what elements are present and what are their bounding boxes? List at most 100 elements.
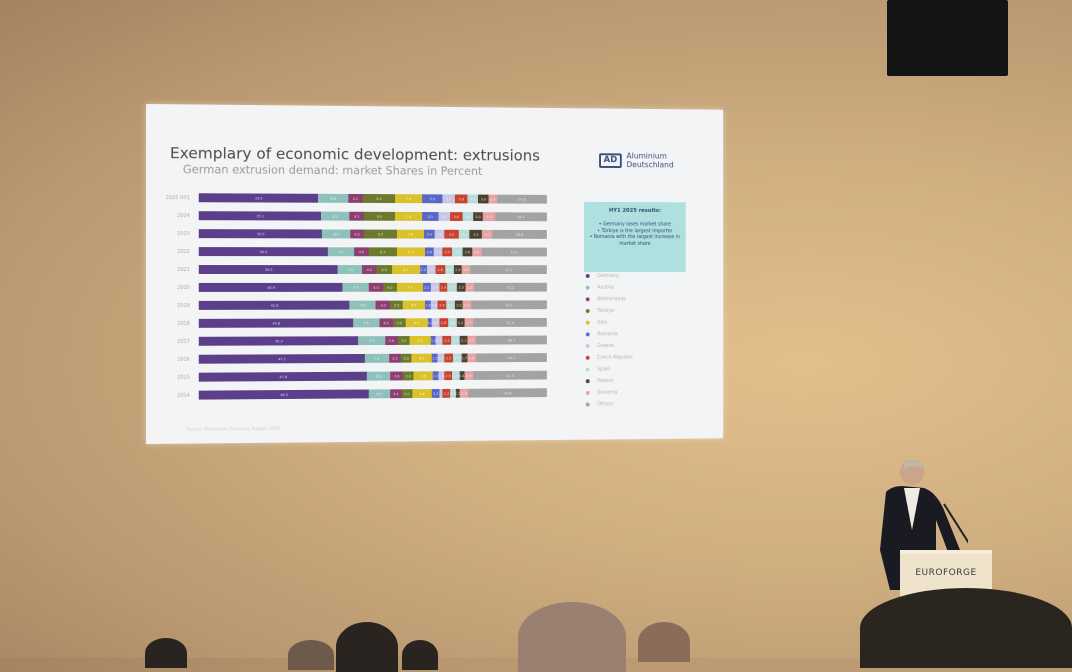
legend-item: Austria [585, 282, 633, 294]
bar-segment-others: 20.7 [475, 335, 547, 345]
bar-segment-italy: 6.2 [409, 335, 432, 345]
bar-segment-t-rkiye: 3.5 [397, 336, 410, 345]
bar-segment-italy: 7.8 [396, 229, 424, 239]
stacked-bar: 35.1 8.2 4.1 9.0 7.8 5.0 3.2 3.8 3.0 3.0 3.5 15.3 [198, 211, 547, 222]
bar-segment-italy: 7.8 [394, 211, 422, 221]
bar-segment-austria: 7.0 [364, 353, 389, 363]
bar-row: 2024 35.1 8.2 4.1 9.0 7.8 5.0 3.2 3.8 3.0 3.0 3.5 15… [160, 211, 547, 222]
legend-marker-icon [585, 285, 590, 290]
legend-marker-icon [585, 297, 590, 302]
bar-row: 2023 35.0 8.0 4.0 9.5 7.8 3.0 3.0 4.0 3.3 3.5 3.0 16… [160, 229, 547, 239]
bar-segment-germany: 47.8 [198, 371, 367, 382]
bar-segment-austria: 7.6 [349, 300, 376, 310]
legend-marker-icon [585, 379, 590, 384]
stacked-bar: 48.3 6.1 3.4 3.0 5.8 2.1 1.0 2.2 1.5 1.2 2.6 22.8 [198, 388, 547, 400]
logo-text: Aluminium Deutschland [626, 151, 674, 170]
bar-segment-spain: 3.1 [467, 194, 479, 204]
legend-item: Slovenia [585, 387, 633, 399]
bar-segment-others: 21.2 [474, 282, 547, 292]
bar-segment-netherlands: 4.1 [348, 193, 363, 203]
bar-segment-netherlands: 3.6 [385, 336, 398, 345]
legend-marker-icon [585, 344, 590, 349]
bar-row: 2014 48.3 6.1 3.4 3.0 5.8 2.1 1.0 2.2 1.5 1.2 2.6 22… [160, 388, 547, 400]
bar-segment-spain: 2.6 [448, 318, 457, 328]
chart-legend: Germany Austria Netherlands Türkiye Italy Rom… [585, 270, 634, 410]
bar-segment-romania: 2.2 [422, 282, 431, 292]
bar-segment-greece: 2.6 [430, 282, 440, 292]
bar-segment-poland: 3.0 [472, 212, 484, 222]
bar-segment-czech-republic: 2.6 [439, 318, 449, 328]
bar-segment-poland: 3.0 [478, 194, 489, 204]
legend-marker-icon [585, 390, 590, 395]
ad-logo-icon: AD [599, 152, 622, 168]
year-tick-label: 2025 HY1 [165, 194, 190, 201]
legend-item: Germany [585, 270, 633, 282]
bar-segment-t-rkiye: 9.5 [363, 229, 397, 239]
bar-segment-romania: 2.0 [419, 265, 427, 274]
bar-segment-netherlands: 4.0 [354, 247, 369, 257]
year-tick-label: 2018 [177, 320, 190, 327]
bar-segment-italy: 6.5 [402, 300, 426, 310]
bar-segment-poland: 2.1 [456, 318, 465, 328]
bar-segment-italy: 8.0 [397, 247, 425, 257]
bar-segment-greece: 2.0 [437, 353, 445, 363]
bar-segment-slovenia: 2.4 [462, 300, 472, 310]
legend-label: Spain [597, 366, 611, 373]
bar-segment-slovenia: 2.4 [488, 194, 497, 204]
stacked-bar: 36.5 7.7 4.0 8.3 8.0 2.6 2.4 3.0 3.0 2.6 2.8 19.1 [198, 247, 547, 257]
bar-segment-t-rkiye: 4.0 [382, 282, 397, 292]
stacked-bar: 47.1 7.0 3.5 3.0 6.0 1.5 2.0 2.5 2.5 1.7 2.5 20.7 [198, 353, 547, 364]
bar-segment-czech-republic: 2.4 [437, 300, 446, 310]
bar-segment-slovenia: 2.5 [462, 265, 471, 274]
bar-segment-t-rkiye: 8.3 [368, 247, 398, 257]
bar-segment-others: 15.3 [494, 212, 547, 222]
bar-segment-czech-republic: 2.5 [443, 371, 453, 381]
bar-segment-austria: 7.7 [358, 336, 386, 346]
bar-segment-spain: 2.5 [452, 353, 462, 363]
bar-segment-slovenia: 3.5 [483, 212, 495, 222]
bar-segment-austria: 7.5 [352, 318, 380, 328]
stacked-bar: 45.3 7.7 3.6 3.5 6.2 1.4 2.0 2.5 2.5 2.1 2.5 20.7 [198, 335, 547, 346]
bar-row: 2025 HY1 33.9 8.6 4.1 9.4 7.8 5.9 3.5 3.8 3.1 3.0 2… [160, 193, 547, 204]
bar-segment-others: 21.4 [473, 317, 547, 327]
legend-item: Others [585, 398, 633, 410]
bar-segment-netherlands: 4.2 [375, 300, 391, 310]
bar-segment-czech-republic: 2.8 [435, 265, 445, 274]
bar-segment-italy: 8.0 [391, 265, 420, 274]
legend-label: Slovenia [597, 389, 618, 396]
slide-title: Exemplary of economic development: extru… [169, 144, 540, 165]
year-tick-label: 2022 [177, 248, 190, 255]
legend-marker-icon [585, 367, 590, 372]
legend-marker-icon [585, 274, 590, 278]
bar-segment-austria: 7.5 [342, 282, 370, 292]
year-tick-label: 2014 [177, 392, 190, 399]
bar-segment-spain: 2.7 [445, 300, 456, 310]
legend-label: Romania [597, 331, 618, 338]
bar-segment-czech-republic: 4.0 [444, 229, 459, 239]
legend-item: Italy [585, 317, 633, 329]
year-tick-label: 2016 [177, 356, 190, 363]
bar-segment-poland: 3.5 [469, 229, 482, 239]
bar-segment-spain: 3.0 [452, 247, 463, 257]
bar-segment-spain: 3.0 [462, 212, 473, 222]
bar-segment-netherlands: 4.1 [349, 211, 364, 221]
legend-marker-icon [585, 320, 590, 325]
bar-segment-greece: 3.0 [434, 229, 445, 239]
bar-segment-austria: 8.0 [322, 229, 351, 239]
bar-segment-slovenia: 2.5 [467, 335, 476, 345]
bar-segment-spain: 2.5 [451, 335, 461, 345]
bar-segment-austria: 7.0 [337, 265, 363, 274]
bar-segment-slovenia: 2.7 [464, 318, 474, 327]
bar-segment-t-rkiye: 4.5 [376, 265, 392, 274]
bar-row: 2021 39.5 7.0 4.0 4.5 8.0 2.0 2.5 2.8 2.5 2.5 2.5 22… [160, 265, 547, 274]
source-note: Source: Aluminium Germany August 2025 [185, 426, 280, 433]
bar-segment-italy: 7.8 [395, 194, 423, 204]
bar-segment-slovenia: 2.6 [459, 388, 469, 398]
bar-segment-romania: 5.0 [421, 212, 439, 221]
year-tick-label: 2024 [177, 212, 190, 219]
bar-segment-germany: 47.1 [198, 353, 365, 364]
legend-label: Czech Republic [597, 354, 634, 361]
year-tick-label: 2020 [177, 284, 190, 291]
bar-segment-others: 22.2 [470, 265, 547, 274]
bar-segment-austria: 6.8 [366, 371, 391, 381]
